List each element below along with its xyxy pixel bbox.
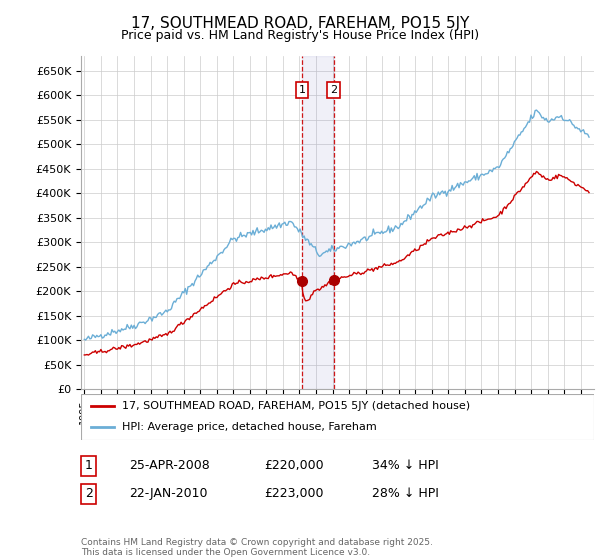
Text: Price paid vs. HM Land Registry's House Price Index (HPI): Price paid vs. HM Land Registry's House … — [121, 29, 479, 42]
Text: 2: 2 — [330, 85, 337, 95]
Text: Contains HM Land Registry data © Crown copyright and database right 2025.
This d: Contains HM Land Registry data © Crown c… — [81, 538, 433, 557]
Bar — [302, 56, 334, 389]
Text: £220,000: £220,000 — [264, 459, 323, 473]
Text: 17, SOUTHMEAD ROAD, FAREHAM, PO15 5JY (detached house): 17, SOUTHMEAD ROAD, FAREHAM, PO15 5JY (d… — [122, 401, 470, 411]
Text: 17, SOUTHMEAD ROAD, FAREHAM, PO15 5JY: 17, SOUTHMEAD ROAD, FAREHAM, PO15 5JY — [131, 16, 469, 31]
Text: 25-APR-2008: 25-APR-2008 — [129, 459, 210, 473]
Text: 22-JAN-2010: 22-JAN-2010 — [129, 487, 208, 501]
Text: 2: 2 — [85, 487, 93, 501]
Text: HPI: Average price, detached house, Fareham: HPI: Average price, detached house, Fare… — [122, 422, 377, 432]
Text: 1: 1 — [85, 459, 93, 473]
Text: 1: 1 — [298, 85, 305, 95]
Text: 34% ↓ HPI: 34% ↓ HPI — [372, 459, 439, 473]
Text: £223,000: £223,000 — [264, 487, 323, 501]
Text: 28% ↓ HPI: 28% ↓ HPI — [372, 487, 439, 501]
